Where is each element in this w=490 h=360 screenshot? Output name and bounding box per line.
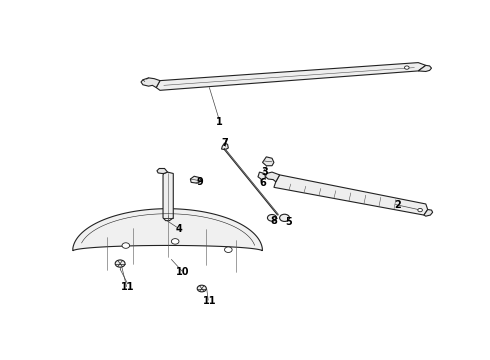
Circle shape <box>172 239 179 244</box>
Circle shape <box>115 260 125 267</box>
Polygon shape <box>266 172 280 182</box>
Text: 11: 11 <box>202 296 216 306</box>
Polygon shape <box>141 78 160 87</box>
Circle shape <box>280 214 290 221</box>
Polygon shape <box>263 157 274 166</box>
Circle shape <box>418 208 422 212</box>
Polygon shape <box>163 172 173 221</box>
Polygon shape <box>258 172 266 180</box>
Circle shape <box>268 215 276 221</box>
Text: 9: 9 <box>196 177 203 187</box>
Text: 2: 2 <box>394 201 401 210</box>
Polygon shape <box>157 168 168 174</box>
Text: 3: 3 <box>261 167 268 177</box>
Polygon shape <box>221 143 228 150</box>
Text: 6: 6 <box>259 178 266 188</box>
Polygon shape <box>190 176 201 183</box>
Polygon shape <box>424 210 433 216</box>
Polygon shape <box>156 63 426 90</box>
Polygon shape <box>73 209 262 251</box>
Circle shape <box>224 247 232 252</box>
Text: 4: 4 <box>175 224 182 234</box>
Circle shape <box>197 285 206 292</box>
Text: 8: 8 <box>270 216 277 226</box>
Text: 10: 10 <box>176 267 190 277</box>
Text: 5: 5 <box>286 217 293 227</box>
Text: 7: 7 <box>221 138 228 148</box>
Circle shape <box>122 243 130 248</box>
Circle shape <box>405 66 409 69</box>
Polygon shape <box>274 175 428 215</box>
Text: 11: 11 <box>121 282 134 292</box>
Polygon shape <box>418 66 432 72</box>
Text: 1: 1 <box>216 117 222 127</box>
